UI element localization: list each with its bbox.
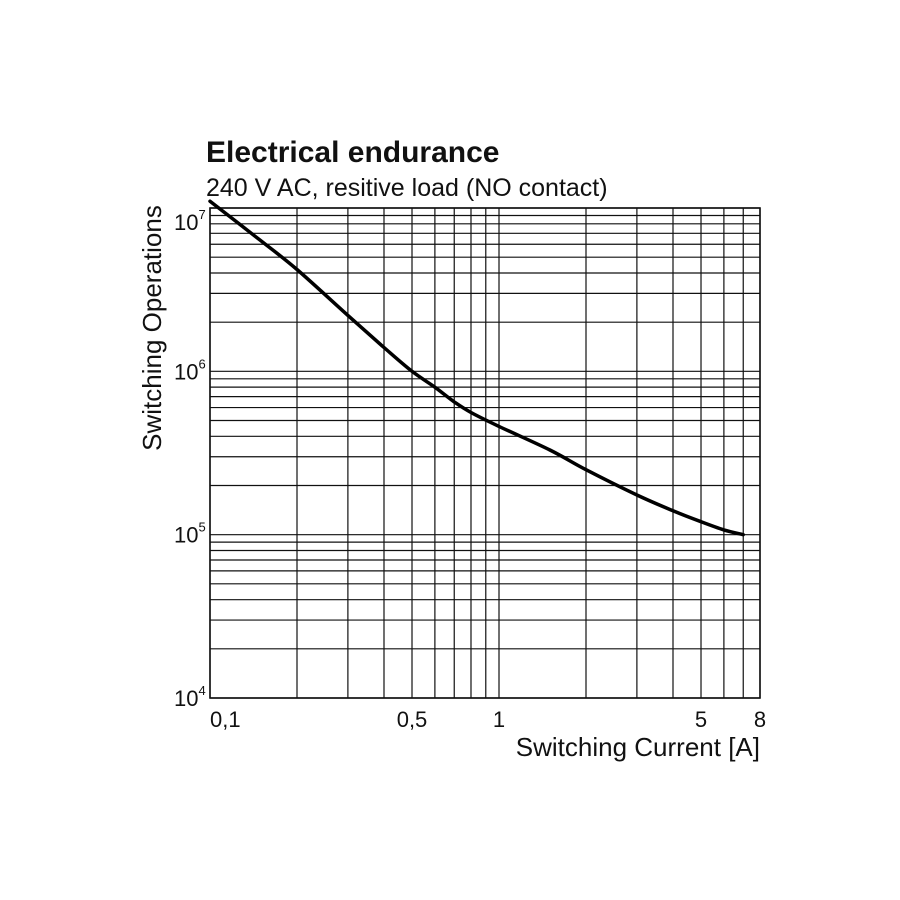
chart-subtitle: 240 V AC, resitive load (NO contact) (206, 174, 608, 202)
x-tick-label: 0,1 (210, 707, 241, 732)
y-axis-label: Switching Operations (137, 205, 167, 451)
x-axis-label: Switching Current [A] (516, 732, 760, 762)
y-tick-label: 107 (174, 207, 206, 235)
x-tick-label: 5 (695, 707, 707, 732)
y-tick-label: 105 (174, 520, 206, 548)
y-tick-label: 104 (174, 683, 206, 711)
y-tick-labels: 104 105 106 107 (174, 207, 206, 711)
plot-frame (209, 207, 761, 699)
x-tick-label: 0,5 (397, 707, 428, 732)
series-layer (208, 199, 745, 537)
endurance-curve (208, 199, 745, 537)
x-tick-label: 1 (493, 707, 505, 732)
plot-border (209, 207, 761, 699)
chart-title: Electrical endurance (206, 136, 499, 169)
grid-lines (209, 207, 761, 699)
y-tick-label: 106 (174, 356, 206, 384)
x-tick-label: 8 (754, 707, 766, 732)
x-tick-labels: 0,1 0,5 1 5 8 (210, 707, 766, 732)
